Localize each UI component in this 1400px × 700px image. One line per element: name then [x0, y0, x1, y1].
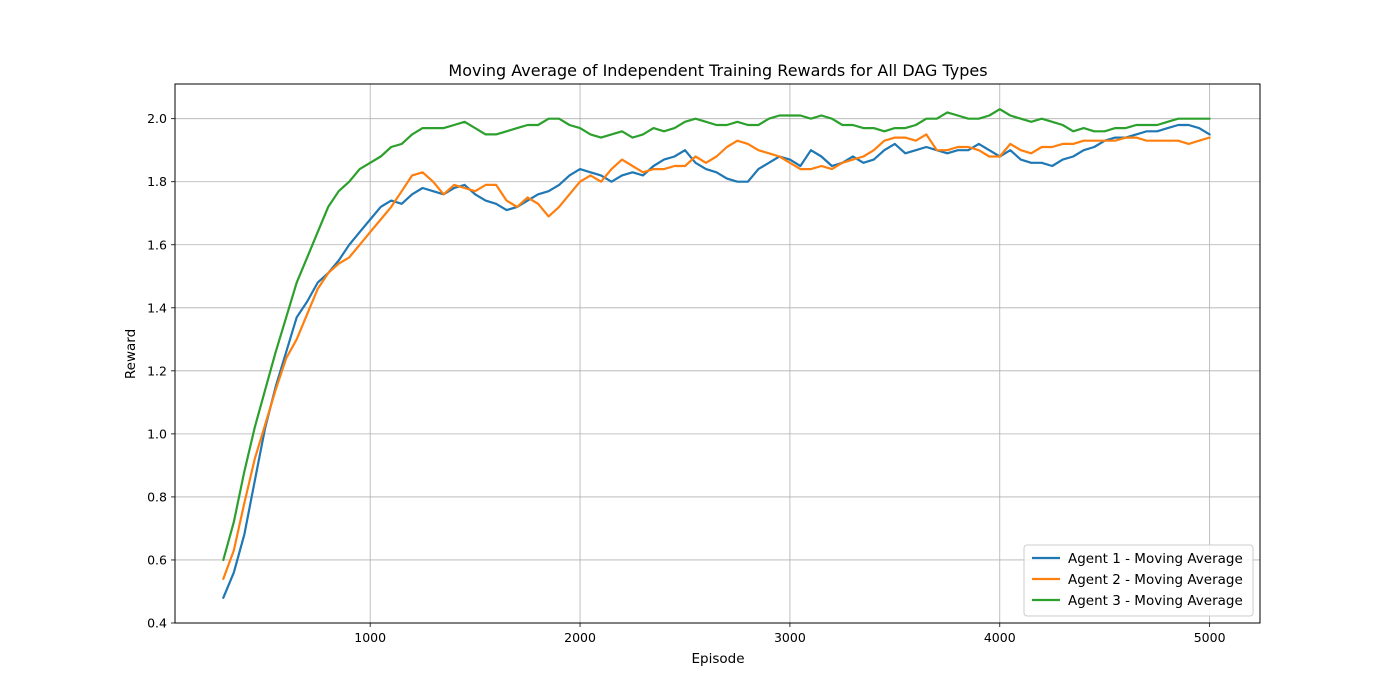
y-tick-label: 1.4 [147, 300, 167, 315]
series-line-agent-2 [222, 133, 1211, 581]
legend-label-agent-3: Agent 3 - Moving Average [1068, 593, 1243, 609]
x-tick-label: 3000 [774, 630, 806, 645]
x-tick-label: 2000 [564, 630, 596, 645]
series-line-agent-3 [222, 108, 1211, 562]
x-tick-label: 4000 [984, 630, 1016, 645]
y-tick-label: 1.6 [147, 237, 167, 252]
x-axis-label: Episode [691, 651, 744, 667]
legend-label-agent-2: Agent 2 - Moving Average [1068, 572, 1243, 588]
legend-box [1023, 544, 1254, 617]
y-axis-label: Reward [123, 329, 139, 379]
x-tick-label: 1000 [354, 630, 386, 645]
series-line-agent-1 [222, 123, 1211, 599]
y-tick-label: 1.8 [147, 174, 167, 189]
plot-frame [174, 83, 1261, 624]
chart-title: Moving Average of Independent Training R… [448, 61, 987, 80]
axis-ticks: 1000 2000 3000 4000 5000 0.4 0.6 0.8 1.0 1.2 1.4 1.… [147, 111, 1225, 645]
y-tick-label: 0.8 [147, 489, 167, 504]
legend: Agent 1 - Moving Average Agent 2 - Moving… [1023, 544, 1254, 617]
y-tick-label: 2.0 [147, 111, 167, 126]
y-tick-label: 0.4 [147, 616, 167, 631]
y-tick-label: 0.6 [147, 552, 167, 567]
y-tick-label: 1.2 [147, 363, 167, 378]
y-tick-label: 1.0 [147, 426, 167, 441]
x-tick-label: 5000 [1194, 630, 1226, 645]
legend-label-agent-1: Agent 1 - Moving Average [1068, 551, 1243, 567]
series-lines [222, 108, 1211, 599]
